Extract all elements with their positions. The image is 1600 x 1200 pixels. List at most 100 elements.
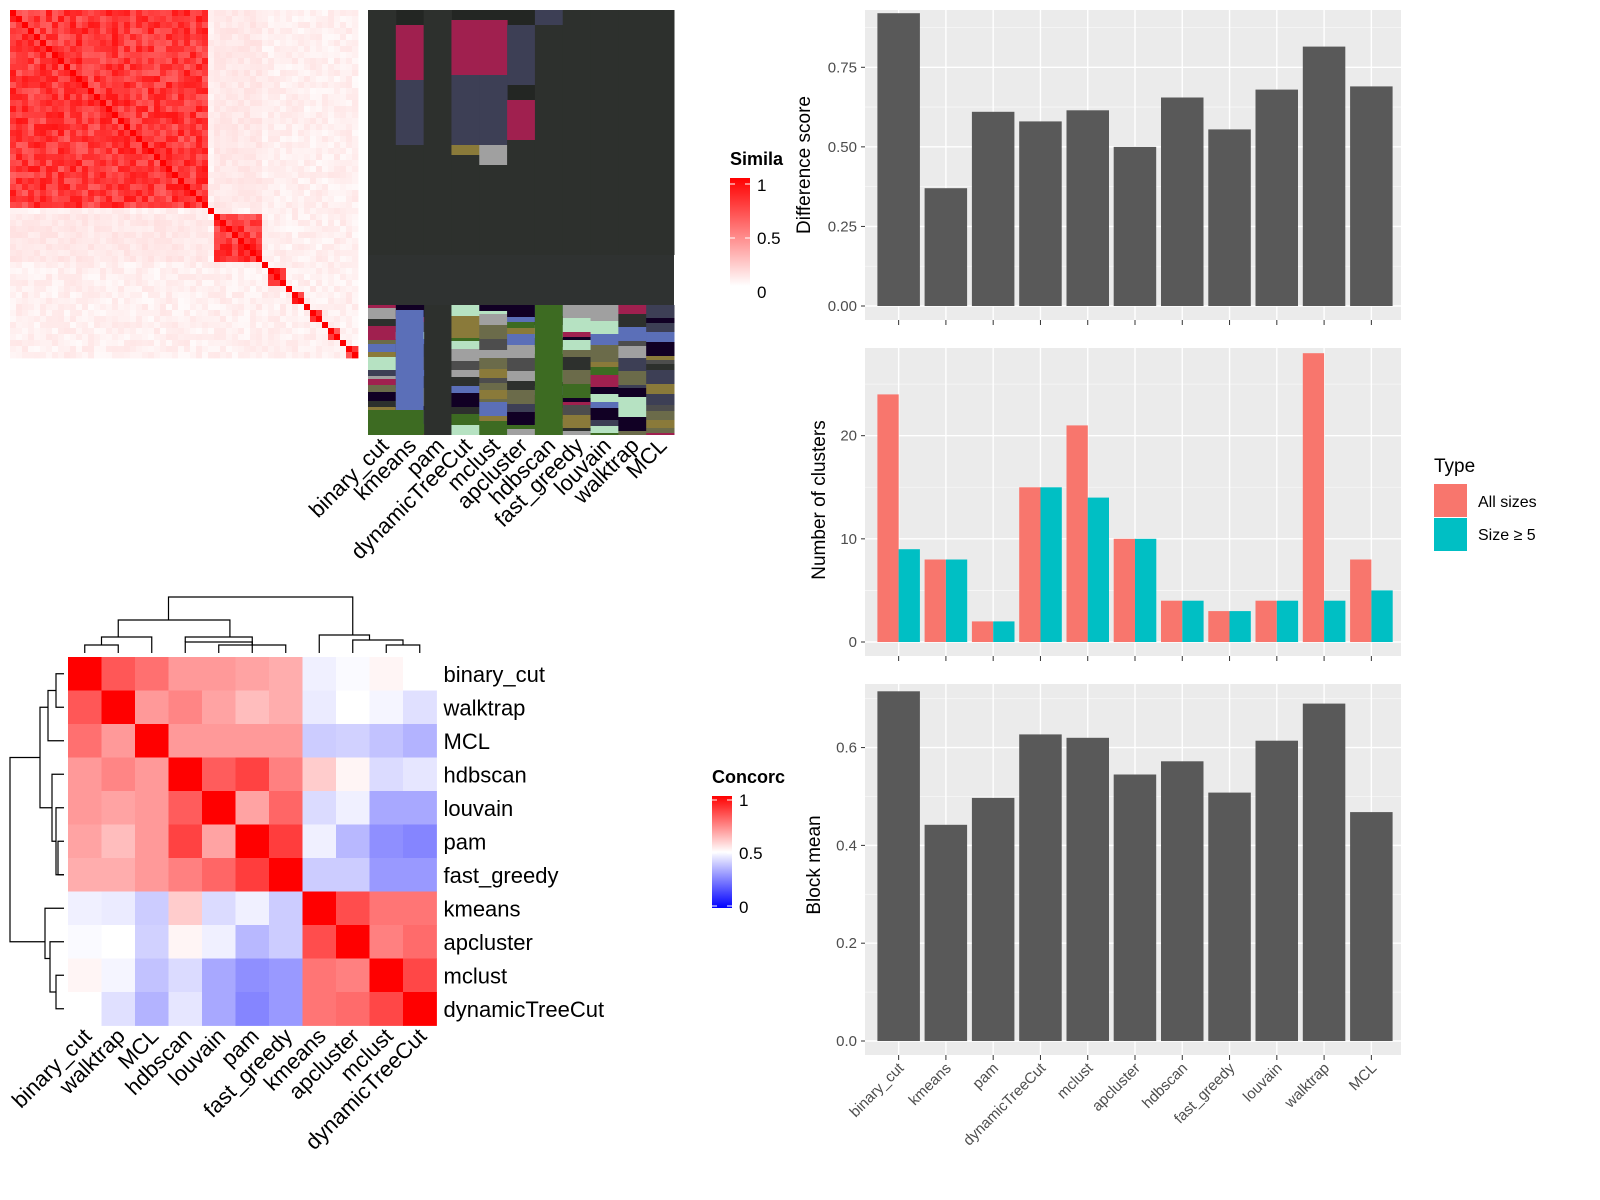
similarity-cell — [310, 76, 317, 83]
similarity-cell — [172, 232, 179, 239]
similarity-cell — [232, 280, 239, 287]
strip-segment — [507, 322, 536, 328]
similarity-cell — [88, 106, 95, 113]
similarity-cell — [286, 322, 293, 329]
similarity-cell — [10, 10, 17, 17]
similarity-cell — [16, 160, 23, 167]
similarity-cell — [208, 226, 215, 233]
concordance-cell — [135, 992, 169, 1026]
similarity-cell — [16, 40, 23, 47]
similarity-cell — [124, 172, 131, 179]
similarity-cell — [70, 136, 77, 143]
similarity-cell — [292, 346, 299, 353]
similarity-cell — [202, 298, 209, 305]
similarity-cell — [142, 28, 149, 35]
similarity-cell — [322, 184, 329, 191]
similarity-cell — [154, 310, 161, 317]
similarity-cell — [136, 70, 143, 77]
similarity-cell — [88, 172, 95, 179]
similarity-cell — [58, 28, 65, 35]
similarity-cell — [232, 208, 239, 215]
similarity-cell — [10, 304, 17, 311]
concordance-cell — [168, 824, 203, 859]
similarity-cell — [124, 196, 131, 203]
similarity-cell — [292, 214, 299, 221]
similarity-cell — [220, 232, 227, 239]
bar — [1066, 737, 1109, 1041]
similarity-cell — [274, 88, 281, 95]
similarity-cell — [202, 154, 209, 161]
similarity-cell — [214, 310, 221, 317]
strip-segment — [618, 346, 647, 358]
similarity-cell — [148, 256, 155, 263]
similarity-cell — [328, 10, 335, 17]
similarity-cell — [22, 250, 29, 257]
similarity-cell — [100, 286, 107, 293]
similarity-cell — [322, 52, 329, 59]
similarity-cell — [208, 22, 215, 29]
similarity-cell — [58, 16, 65, 23]
similarity-cell — [292, 202, 299, 209]
similarity-cell — [136, 226, 143, 233]
similarity-cell — [100, 154, 107, 161]
similarity-cell — [268, 124, 275, 131]
similarity-cell — [196, 340, 203, 347]
similarity-cell — [136, 64, 143, 71]
similarity-cell — [76, 160, 83, 167]
similarity-cell — [256, 340, 263, 347]
similarity-cell — [286, 268, 293, 275]
similarity-cell — [58, 208, 65, 215]
similarity-cell — [340, 304, 347, 311]
similarity-cell — [208, 274, 215, 281]
similarity-cell — [88, 64, 95, 71]
similarity-cell — [10, 316, 17, 323]
similarity-cell — [184, 178, 191, 185]
similarity-cell — [58, 190, 65, 197]
similarity-cell — [100, 256, 107, 263]
similarity-cell — [178, 118, 185, 125]
similarity-cell — [94, 94, 101, 101]
similarity-cell — [322, 310, 329, 317]
similarity-cell — [130, 304, 137, 311]
concordance-cell — [202, 791, 236, 825]
similarity-cell — [202, 10, 209, 17]
similarity-cell — [304, 274, 311, 281]
similarity-cell — [16, 316, 23, 323]
similarity-cell — [178, 70, 185, 77]
similarity-cell — [16, 250, 23, 257]
similarity-cell — [106, 40, 113, 47]
similarity-cell — [64, 124, 71, 131]
similarity-cell — [88, 226, 95, 233]
similarity-cell — [160, 28, 167, 35]
similarity-cell — [106, 268, 113, 275]
similarity-cell — [328, 130, 335, 137]
similarity-cell — [58, 166, 65, 173]
similarity-cell — [106, 232, 113, 239]
similarity-cell — [346, 226, 353, 233]
similarity-cell — [292, 142, 299, 149]
similarity-cell — [166, 340, 173, 347]
similarity-cell — [28, 136, 35, 143]
similarity-cell — [274, 184, 281, 191]
similarity-cell — [46, 148, 53, 155]
similarity-cell — [274, 208, 281, 215]
similarity-cell — [238, 184, 245, 191]
similarity-cell — [52, 160, 59, 167]
similarity-cell — [334, 340, 341, 347]
x-tick-label: MCL — [1346, 1060, 1380, 1094]
similarity-cell — [46, 190, 53, 197]
similarity-cell — [154, 160, 161, 167]
similarity-cell — [178, 100, 185, 107]
similarity-cell — [334, 40, 341, 47]
similarity-cell — [322, 220, 329, 227]
similarity-cell — [142, 262, 149, 269]
similarity-cell — [262, 334, 269, 341]
similarity-cell — [76, 88, 83, 95]
similarity-cell — [112, 10, 119, 17]
similarity-cell — [268, 280, 275, 287]
similarity-cell — [94, 112, 101, 119]
similarity-cell — [268, 184, 275, 191]
similarity-cell — [130, 70, 137, 77]
similarity-cell — [10, 34, 17, 41]
similarity-cell — [268, 298, 275, 305]
